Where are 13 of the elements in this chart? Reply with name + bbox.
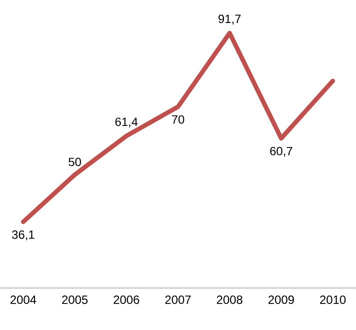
x-tick-label: 2005 <box>62 296 88 304</box>
x-tick-label: 2009 <box>268 296 294 304</box>
data-label: 50 <box>68 158 81 166</box>
data-label: 36,1 <box>12 230 34 240</box>
data-label: 70 <box>172 115 184 124</box>
x-tick-label: 2008 <box>216 296 242 304</box>
data-label: 91,7 <box>218 14 241 25</box>
data-label: 61,4 <box>115 118 138 128</box>
x-tick-label: 2006 <box>114 296 140 304</box>
x-tick-label: 2004 <box>10 296 36 304</box>
x-tick-label: 2007 <box>165 296 191 304</box>
x-tick-label: 2010 <box>320 296 346 304</box>
data-label: 60,7 <box>270 146 292 157</box>
